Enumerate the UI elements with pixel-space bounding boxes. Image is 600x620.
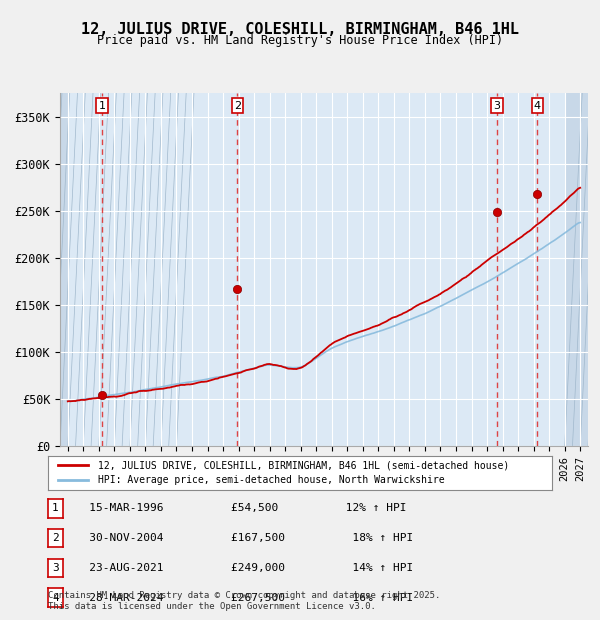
Text: Contains HM Land Registry data © Crown copyright and database right 2025.
This d: Contains HM Land Registry data © Crown c… bbox=[48, 591, 440, 611]
Text: 1: 1 bbox=[98, 100, 106, 110]
Text: HPI: Average price, semi-detached house, North Warwickshire: HPI: Average price, semi-detached house,… bbox=[98, 476, 445, 485]
Text: 23-AUG-2021          £249,000          14% ↑ HPI: 23-AUG-2021 £249,000 14% ↑ HPI bbox=[69, 563, 413, 573]
Text: 4: 4 bbox=[534, 100, 541, 110]
Text: 30-NOV-2004          £167,500          18% ↑ HPI: 30-NOV-2004 £167,500 18% ↑ HPI bbox=[69, 533, 413, 543]
Text: 2: 2 bbox=[52, 533, 59, 543]
Text: 28-MAR-2024          £267,500          16% ↑ HPI: 28-MAR-2024 £267,500 16% ↑ HPI bbox=[69, 593, 413, 603]
Text: 1: 1 bbox=[52, 503, 59, 513]
Text: 2: 2 bbox=[234, 100, 241, 110]
Text: 12, JULIUS DRIVE, COLESHILL, BIRMINGHAM, B46 1HL (semi-detached house): 12, JULIUS DRIVE, COLESHILL, BIRMINGHAM,… bbox=[98, 460, 509, 470]
Text: 12, JULIUS DRIVE, COLESHILL, BIRMINGHAM, B46 1HL: 12, JULIUS DRIVE, COLESHILL, BIRMINGHAM,… bbox=[81, 22, 519, 37]
Text: 4: 4 bbox=[52, 593, 59, 603]
Bar bbox=[60, 93, 68, 446]
Text: 15-MAR-1996          £54,500          12% ↑ HPI: 15-MAR-1996 £54,500 12% ↑ HPI bbox=[69, 503, 407, 513]
Bar bbox=[565, 93, 596, 446]
Text: Price paid vs. HM Land Registry's House Price Index (HPI): Price paid vs. HM Land Registry's House … bbox=[97, 34, 503, 47]
Text: 3: 3 bbox=[52, 563, 59, 573]
Text: 3: 3 bbox=[494, 100, 500, 110]
